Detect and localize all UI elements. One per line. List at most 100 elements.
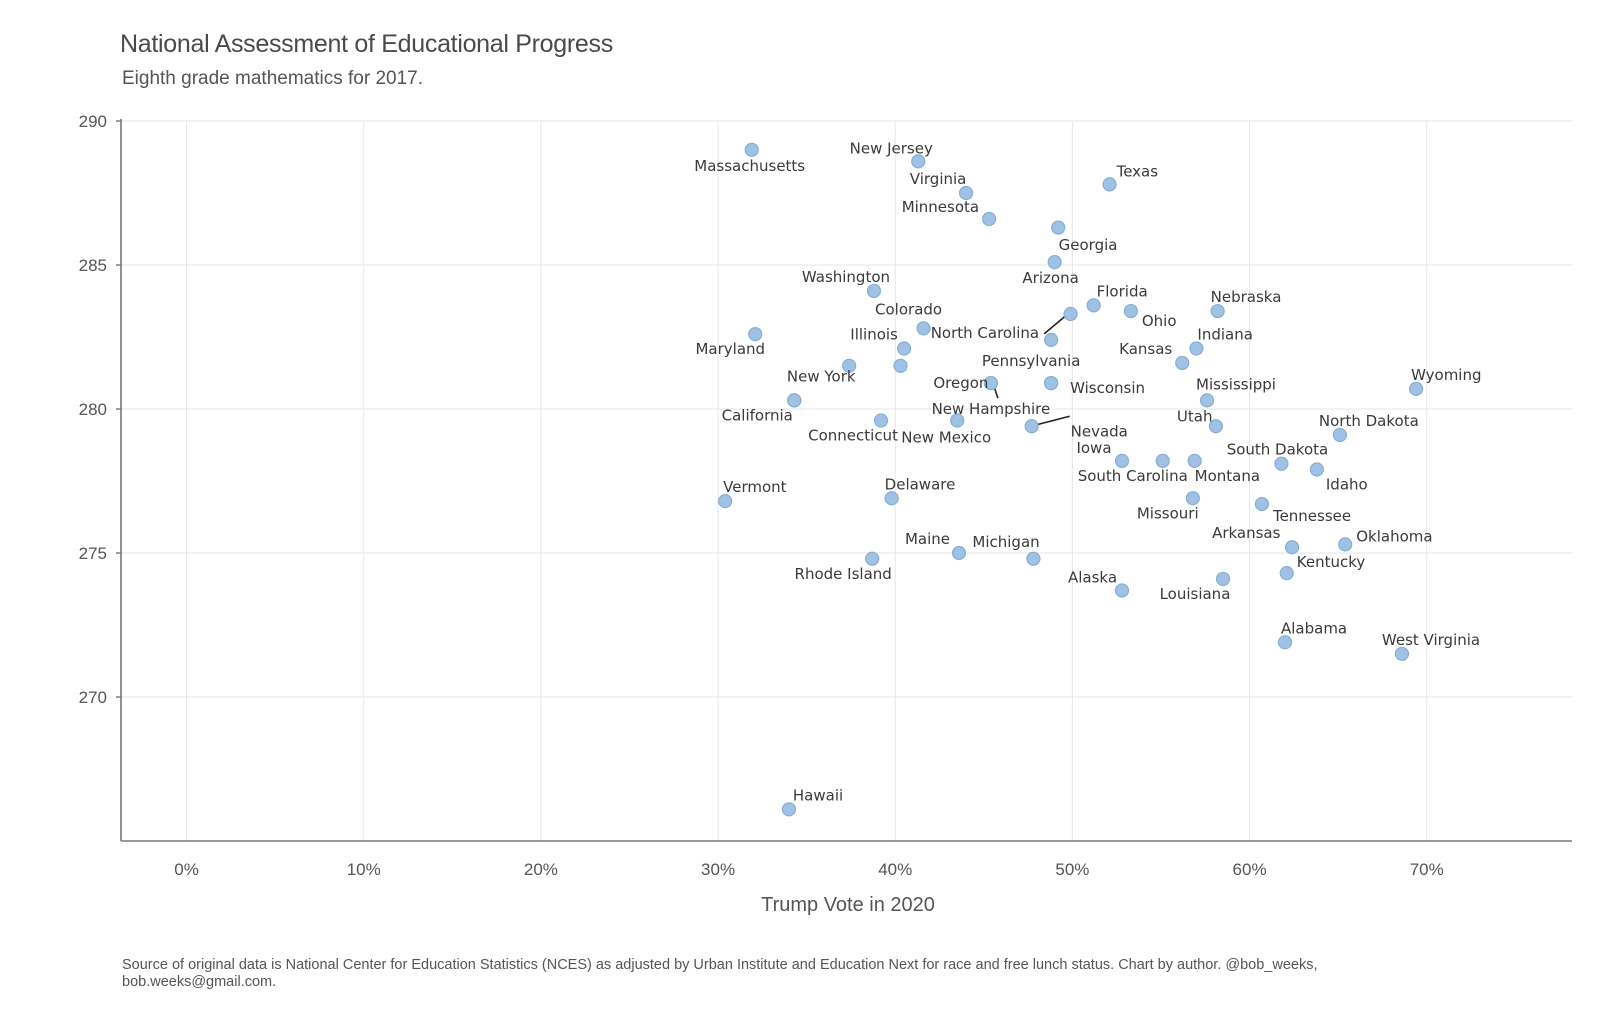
data-point bbox=[1338, 537, 1353, 552]
point-label: Minnesota bbox=[902, 198, 979, 216]
point-label: Washington bbox=[802, 268, 890, 286]
data-point bbox=[1086, 298, 1101, 313]
point-label: Idaho bbox=[1326, 475, 1368, 493]
x-tick-label: 20% bbox=[524, 860, 558, 879]
y-tick-label: 290 bbox=[79, 112, 107, 131]
y-tick-label: 280 bbox=[79, 400, 107, 419]
point-label: Alaska bbox=[1068, 568, 1117, 586]
data-point bbox=[1187, 453, 1202, 468]
data-point bbox=[950, 413, 965, 428]
data-point bbox=[958, 185, 974, 201]
point-label: North Carolina bbox=[931, 324, 1039, 342]
point-label: Maryland bbox=[695, 340, 765, 358]
point-label: North Dakota bbox=[1319, 412, 1419, 430]
point-label: Maine bbox=[905, 530, 950, 548]
data-point bbox=[1051, 220, 1066, 235]
data-point bbox=[1210, 303, 1225, 319]
data-point bbox=[916, 321, 931, 336]
point-label: Louisiana bbox=[1160, 585, 1231, 603]
x-tick-label: 40% bbox=[878, 860, 912, 879]
point-label: West Virginia bbox=[1382, 631, 1480, 649]
data-point bbox=[1123, 303, 1138, 319]
data-point bbox=[1044, 375, 1059, 391]
chart-subtitle: Eighth grade mathematics for 2017. bbox=[122, 68, 424, 89]
data-point bbox=[1102, 177, 1117, 192]
point-label: South Carolina bbox=[1078, 467, 1188, 485]
data-point bbox=[1047, 255, 1062, 270]
data-point bbox=[1199, 393, 1215, 408]
data-point bbox=[873, 413, 889, 428]
data-point bbox=[1044, 332, 1059, 347]
point-label: Mississippi bbox=[1196, 375, 1276, 393]
point-label: Michigan bbox=[972, 533, 1039, 551]
data-point bbox=[866, 283, 882, 299]
label-layer: Massachusetts New Jersey Virginia Texas Minn… bbox=[694, 139, 1481, 804]
point-label: Oregon bbox=[933, 374, 988, 392]
point-label: Texas bbox=[1116, 162, 1159, 180]
point-layer bbox=[718, 142, 1424, 817]
data-point bbox=[1309, 462, 1324, 477]
data-point bbox=[1279, 566, 1294, 581]
point-label: Tennessee bbox=[1272, 507, 1351, 525]
data-point bbox=[1274, 456, 1289, 471]
source-caption: Source of original data is National Cent… bbox=[122, 957, 1318, 990]
data-point bbox=[1408, 381, 1424, 396]
chart-title: National Assessment of Educational Progr… bbox=[120, 30, 613, 58]
point-label: Georgia bbox=[1059, 236, 1118, 254]
point-label: New York bbox=[787, 367, 856, 385]
data-point bbox=[884, 491, 899, 506]
data-point bbox=[911, 154, 926, 169]
data-point bbox=[718, 494, 733, 509]
x-axis-title: Trump Vote in 2020 bbox=[761, 894, 935, 916]
data-point bbox=[1114, 583, 1130, 598]
point-label: Vermont bbox=[723, 478, 787, 496]
point-label: New Mexico bbox=[901, 429, 991, 447]
data-point bbox=[893, 358, 908, 373]
point-label: Colorado bbox=[875, 300, 942, 318]
data-point bbox=[982, 211, 997, 227]
point-label: Rhode Island bbox=[795, 565, 892, 583]
data-point bbox=[896, 341, 912, 356]
data-point bbox=[1189, 341, 1204, 356]
point-label: Iowa bbox=[1076, 439, 1111, 457]
data-point bbox=[1026, 551, 1041, 566]
data-point bbox=[1114, 453, 1130, 468]
point-label: Nebraska bbox=[1211, 288, 1282, 306]
data-point bbox=[1394, 646, 1410, 661]
data-point bbox=[865, 551, 880, 566]
y-tick-label: 270 bbox=[79, 688, 107, 707]
data-point bbox=[1215, 571, 1231, 587]
data-point bbox=[983, 375, 998, 391]
point-label: Indiana bbox=[1197, 326, 1253, 344]
data-point bbox=[1254, 496, 1270, 512]
x-tick-label: 30% bbox=[701, 860, 735, 879]
point-label: Oklahoma bbox=[1356, 527, 1432, 545]
data-point bbox=[951, 545, 967, 561]
data-point bbox=[1284, 540, 1300, 555]
data-point bbox=[744, 142, 759, 157]
axis-layer: 270 275 280 285 290 0% 10% 20% 30% 40% 50% 60% 70% bbox=[79, 112, 1572, 879]
data-point bbox=[1332, 427, 1348, 443]
data-point bbox=[1185, 491, 1200, 506]
data-point bbox=[1024, 419, 1039, 434]
y-tick-label: 275 bbox=[79, 544, 107, 563]
x-tick-label: 70% bbox=[1410, 860, 1444, 879]
data-point bbox=[1155, 453, 1170, 468]
point-label: Massachusetts bbox=[694, 157, 805, 175]
data-point bbox=[748, 327, 763, 342]
x-tick-label: 60% bbox=[1233, 860, 1267, 879]
point-label: Delaware bbox=[885, 475, 956, 493]
point-label: California bbox=[722, 406, 793, 424]
point-label: South Dakota bbox=[1227, 441, 1329, 459]
point-label: Utah bbox=[1177, 407, 1213, 425]
point-label: Florida bbox=[1097, 282, 1148, 300]
point-label: Pennsylvania bbox=[982, 352, 1081, 370]
y-tick-label: 285 bbox=[79, 256, 107, 275]
point-label: Missouri bbox=[1137, 504, 1199, 522]
x-tick-label: 50% bbox=[1055, 860, 1089, 879]
x-tick-label: 10% bbox=[347, 860, 381, 879]
data-point bbox=[1175, 355, 1190, 371]
data-point bbox=[787, 393, 802, 408]
point-label: Wyoming bbox=[1411, 366, 1481, 384]
